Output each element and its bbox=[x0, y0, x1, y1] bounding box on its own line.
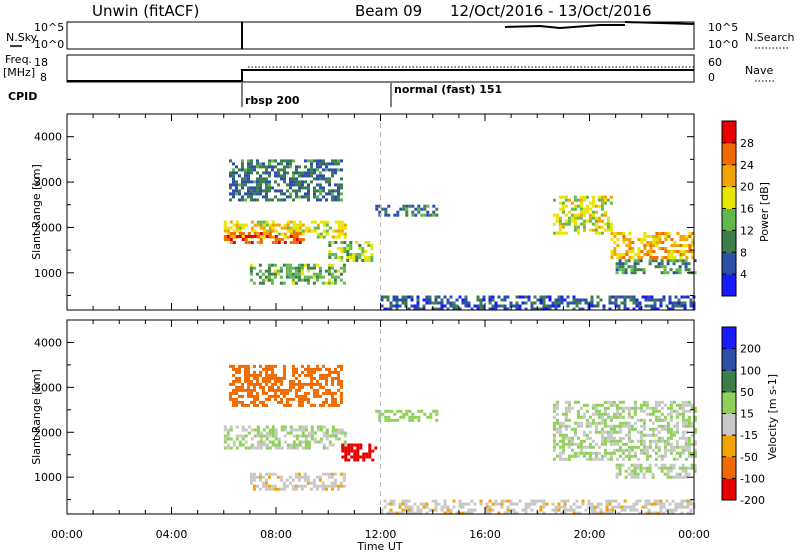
freq-tick-top: 18 bbox=[34, 56, 48, 69]
power-colorbar-tick-1: 8 bbox=[740, 246, 747, 259]
power-region-9 bbox=[615, 259, 697, 275]
power-region-8 bbox=[610, 232, 695, 259]
nave-tick-bottom: 0 bbox=[708, 71, 715, 84]
velocity-region-6 bbox=[552, 400, 697, 461]
power-colorbar-tick-2: 12 bbox=[740, 224, 754, 237]
velocity-ytick-0: 1000 bbox=[34, 471, 62, 484]
cpid-row: CPID rbsp 200 normal (fast) 151 bbox=[8, 83, 502, 107]
nsky-label: N.Sky bbox=[6, 31, 38, 44]
xtick-5: 20:00 bbox=[574, 528, 606, 541]
power-colorbar: 4 8 12 16 20 24 28 bbox=[721, 120, 754, 297]
power-colorbar-swatch-3 bbox=[722, 208, 736, 231]
power-region-4 bbox=[229, 159, 343, 202]
power-region-3 bbox=[328, 241, 374, 262]
velocity-colorbar: 200 100 50 15 -15 -50 -100 -200 bbox=[721, 326, 765, 507]
power-ytick-1: 2000 bbox=[34, 221, 62, 234]
time-axis-label: Time UT bbox=[356, 540, 402, 553]
power-colorbar-swatch-4 bbox=[722, 186, 736, 209]
velocity-region-1 bbox=[249, 472, 346, 491]
velocity-colorbar-swatch-4 bbox=[722, 391, 736, 414]
power-panel: Slant Range [km] 1000 2000 3000 4000 4 8 12 16… bbox=[30, 113, 771, 311]
power-colorbar-swatch-6 bbox=[722, 142, 736, 166]
power-colorbar-tick-5: 24 bbox=[740, 159, 754, 172]
freq-tick-bottom: 8 bbox=[40, 71, 47, 84]
nave-label: Nave bbox=[745, 64, 773, 77]
power-ytick-2: 3000 bbox=[34, 176, 62, 189]
velocity-region-5 bbox=[380, 499, 696, 515]
velocity-colorbar-tick-2: 50 bbox=[740, 386, 754, 399]
velocity-colorbar-tick-0: 200 bbox=[740, 343, 761, 356]
velocity-colorbar-tick-5: -50 bbox=[740, 451, 758, 464]
freq-strip: Freq. [MHz] 18 8 60 0 Nave bbox=[3, 53, 775, 84]
power-colorbar-swatch-0 bbox=[722, 274, 736, 297]
velocity-ytick-1: 2000 bbox=[34, 426, 62, 439]
power-region-6 bbox=[380, 295, 696, 311]
time-axis: 00:00 04:00 08:00 12:00 16:00 20:00 00:00 bbox=[51, 528, 710, 541]
nsky-tick-bottom: 10^0 bbox=[34, 38, 64, 51]
velocity-colorbar-tick-1: 100 bbox=[740, 364, 761, 377]
nsearch-label: N.Search bbox=[745, 31, 795, 44]
cpid-event-rbsp: rbsp 200 bbox=[245, 94, 300, 107]
power-data bbox=[223, 159, 697, 311]
velocity-ylabel: Slant Range [km] bbox=[30, 369, 43, 465]
velocity-region-4 bbox=[375, 409, 439, 422]
velocity-colorbar-label: Velocity [m s-1] bbox=[766, 374, 779, 460]
power-ylabel: Slant Range [km] bbox=[30, 164, 43, 260]
velocity-ytick-3: 4000 bbox=[34, 336, 62, 349]
velocity-data bbox=[223, 364, 697, 515]
velocity-colorbar-swatch-6 bbox=[722, 348, 736, 371]
xtick-3: 12:00 bbox=[365, 528, 397, 541]
freq-label: Freq. bbox=[5, 53, 32, 66]
velocity-region-0 bbox=[223, 425, 347, 450]
freq-unit: [MHz] bbox=[3, 66, 35, 79]
velocity-colorbar-swatch-7 bbox=[722, 327, 736, 350]
power-colorbar-tick-4: 20 bbox=[740, 181, 754, 194]
velocity-ytick-2: 3000 bbox=[34, 381, 62, 394]
power-colorbar-swatch-7 bbox=[722, 121, 736, 144]
power-colorbar-label: Power [dB] bbox=[758, 182, 771, 242]
velocity-region-7 bbox=[615, 463, 697, 479]
velocity-region-3 bbox=[229, 364, 343, 407]
velocity-colorbar-swatch-3 bbox=[722, 413, 736, 436]
beam-label: Beam 09 bbox=[355, 2, 422, 20]
power-region-7 bbox=[552, 195, 613, 235]
nsky-tick-top: 10^5 bbox=[34, 21, 64, 34]
nsky-strip: N.Sky 10^5 10^0 10^5 10^0 N.Search bbox=[6, 21, 795, 51]
velocity-region-2 bbox=[341, 443, 378, 462]
xtick-2: 08:00 bbox=[260, 528, 292, 541]
velocity-colorbar-swatch-1 bbox=[722, 456, 736, 479]
velocity-colorbar-swatch-0 bbox=[722, 478, 736, 501]
velocity-colorbar-tick-7: -200 bbox=[740, 494, 765, 507]
power-colorbar-tick-6: 28 bbox=[740, 137, 754, 150]
xtick-0: 00:00 bbox=[51, 528, 83, 541]
power-ytick-0: 1000 bbox=[34, 267, 62, 280]
xtick-1: 04:00 bbox=[156, 528, 188, 541]
power-colorbar-swatch-5 bbox=[722, 164, 736, 188]
power-region-0 bbox=[223, 220, 347, 239]
xtick-4: 16:00 bbox=[469, 528, 501, 541]
nsearch-tick-top: 10^5 bbox=[708, 21, 738, 34]
power-colorbar-tick-0: 4 bbox=[740, 268, 747, 281]
nsearch-tick-bottom: 10^0 bbox=[708, 38, 738, 51]
velocity-colorbar-tick-6: -100 bbox=[740, 472, 765, 485]
date-range: 12/Oct/2016 - 13/Oct/2016 bbox=[450, 2, 652, 20]
velocity-colorbar-tick-4: -15 bbox=[740, 429, 758, 442]
velocity-panel: Slant Range [km] 1000 2000 3000 4000 200 100… bbox=[30, 319, 779, 515]
power-colorbar-swatch-1 bbox=[722, 252, 736, 275]
velocity-colorbar-swatch-5 bbox=[722, 370, 736, 393]
power-region-2 bbox=[249, 263, 346, 285]
station-title: Unwin (fitACF) bbox=[92, 2, 199, 20]
power-colorbar-tick-3: 16 bbox=[740, 203, 754, 216]
power-colorbar-swatch-2 bbox=[722, 230, 736, 253]
cpid-event-normal: normal (fast) 151 bbox=[394, 83, 502, 96]
velocity-colorbar-swatch-2 bbox=[722, 435, 736, 458]
nave-tick-top: 60 bbox=[708, 56, 722, 69]
power-region-5 bbox=[375, 204, 439, 217]
velocity-colorbar-tick-3: 15 bbox=[740, 408, 754, 421]
power-ytick-3: 4000 bbox=[34, 131, 62, 144]
cpid-label: CPID bbox=[8, 90, 37, 103]
power-region-1 bbox=[223, 232, 305, 244]
xtick-6: 00:00 bbox=[678, 528, 710, 541]
